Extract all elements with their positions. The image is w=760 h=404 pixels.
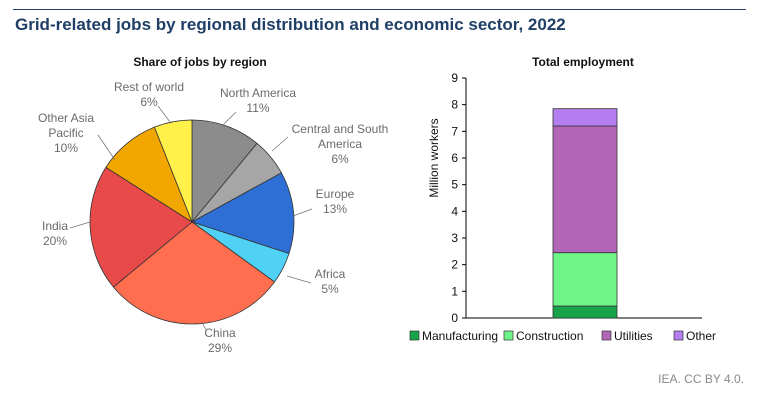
legend-label: Construction xyxy=(516,329,583,343)
pie-slice-label: North America 11% xyxy=(220,86,296,115)
bar-segment xyxy=(552,252,618,307)
pie-slice xyxy=(191,119,258,224)
pie-slice xyxy=(190,172,295,255)
pie-chart: Share of jobs by region North America 11% C… xyxy=(38,55,389,355)
leader-line xyxy=(97,134,116,161)
leader-line xyxy=(286,275,312,284)
bar-segment xyxy=(552,305,618,319)
leader-line xyxy=(201,321,207,331)
y-axis-label: Million workers xyxy=(427,118,441,197)
y-tick-label: 7 xyxy=(451,124,458,138)
source-credit: IEA. CC BY 4.0. xyxy=(658,372,744,386)
y-tick-label: 0 xyxy=(451,311,458,325)
legend-label: Manufacturing xyxy=(422,329,498,343)
bar-title: Total employment xyxy=(532,55,634,69)
bar-segment xyxy=(552,125,618,254)
pie-slice-label: Rest of world 6% xyxy=(114,80,184,109)
leader-line xyxy=(69,221,91,229)
y-tick-label: 8 xyxy=(451,98,458,112)
leader-line xyxy=(221,111,237,127)
pie-slice xyxy=(89,166,193,288)
legend-label: Utilities xyxy=(614,329,653,343)
y-tick-label: 5 xyxy=(451,178,458,192)
pie-slice-label: Europe 13% xyxy=(316,187,355,216)
leader-line xyxy=(292,208,313,217)
pie-slice-label: India 20% xyxy=(42,219,68,248)
leader-line xyxy=(157,105,171,123)
y-tick-label: 3 xyxy=(451,231,458,245)
stacked-bar-chart: Total employment 0 1 2 3 4 5 6 7 8 9 Million worker… xyxy=(409,55,716,343)
pie-slice-label: Central and South America 6% xyxy=(292,122,389,166)
bar-segment xyxy=(552,108,618,127)
pie-slice xyxy=(153,119,193,223)
pie-slice-label: Other Asia Pacific 10% xyxy=(38,111,94,155)
y-tick-label: 9 xyxy=(451,71,458,85)
legend-swatch xyxy=(503,330,514,341)
legend-swatch xyxy=(409,330,420,341)
y-tick-label: 4 xyxy=(451,204,458,218)
leader-line xyxy=(271,136,289,152)
legend-swatch xyxy=(673,330,684,341)
pie-title: Share of jobs by region xyxy=(133,55,266,69)
y-tick-label: 2 xyxy=(451,258,458,272)
y-tick-label: 1 xyxy=(451,284,458,298)
legend-swatch xyxy=(601,330,612,341)
title-rule xyxy=(13,9,746,10)
legend-label: Other xyxy=(686,329,716,343)
y-tick-label: 6 xyxy=(451,151,458,165)
pie-slice xyxy=(112,221,276,325)
pie-slice-label: Africa 5% xyxy=(315,267,346,296)
page-title: Grid-related jobs by regional distributi… xyxy=(15,15,566,34)
pie-slice-label: China 29% xyxy=(204,326,236,355)
